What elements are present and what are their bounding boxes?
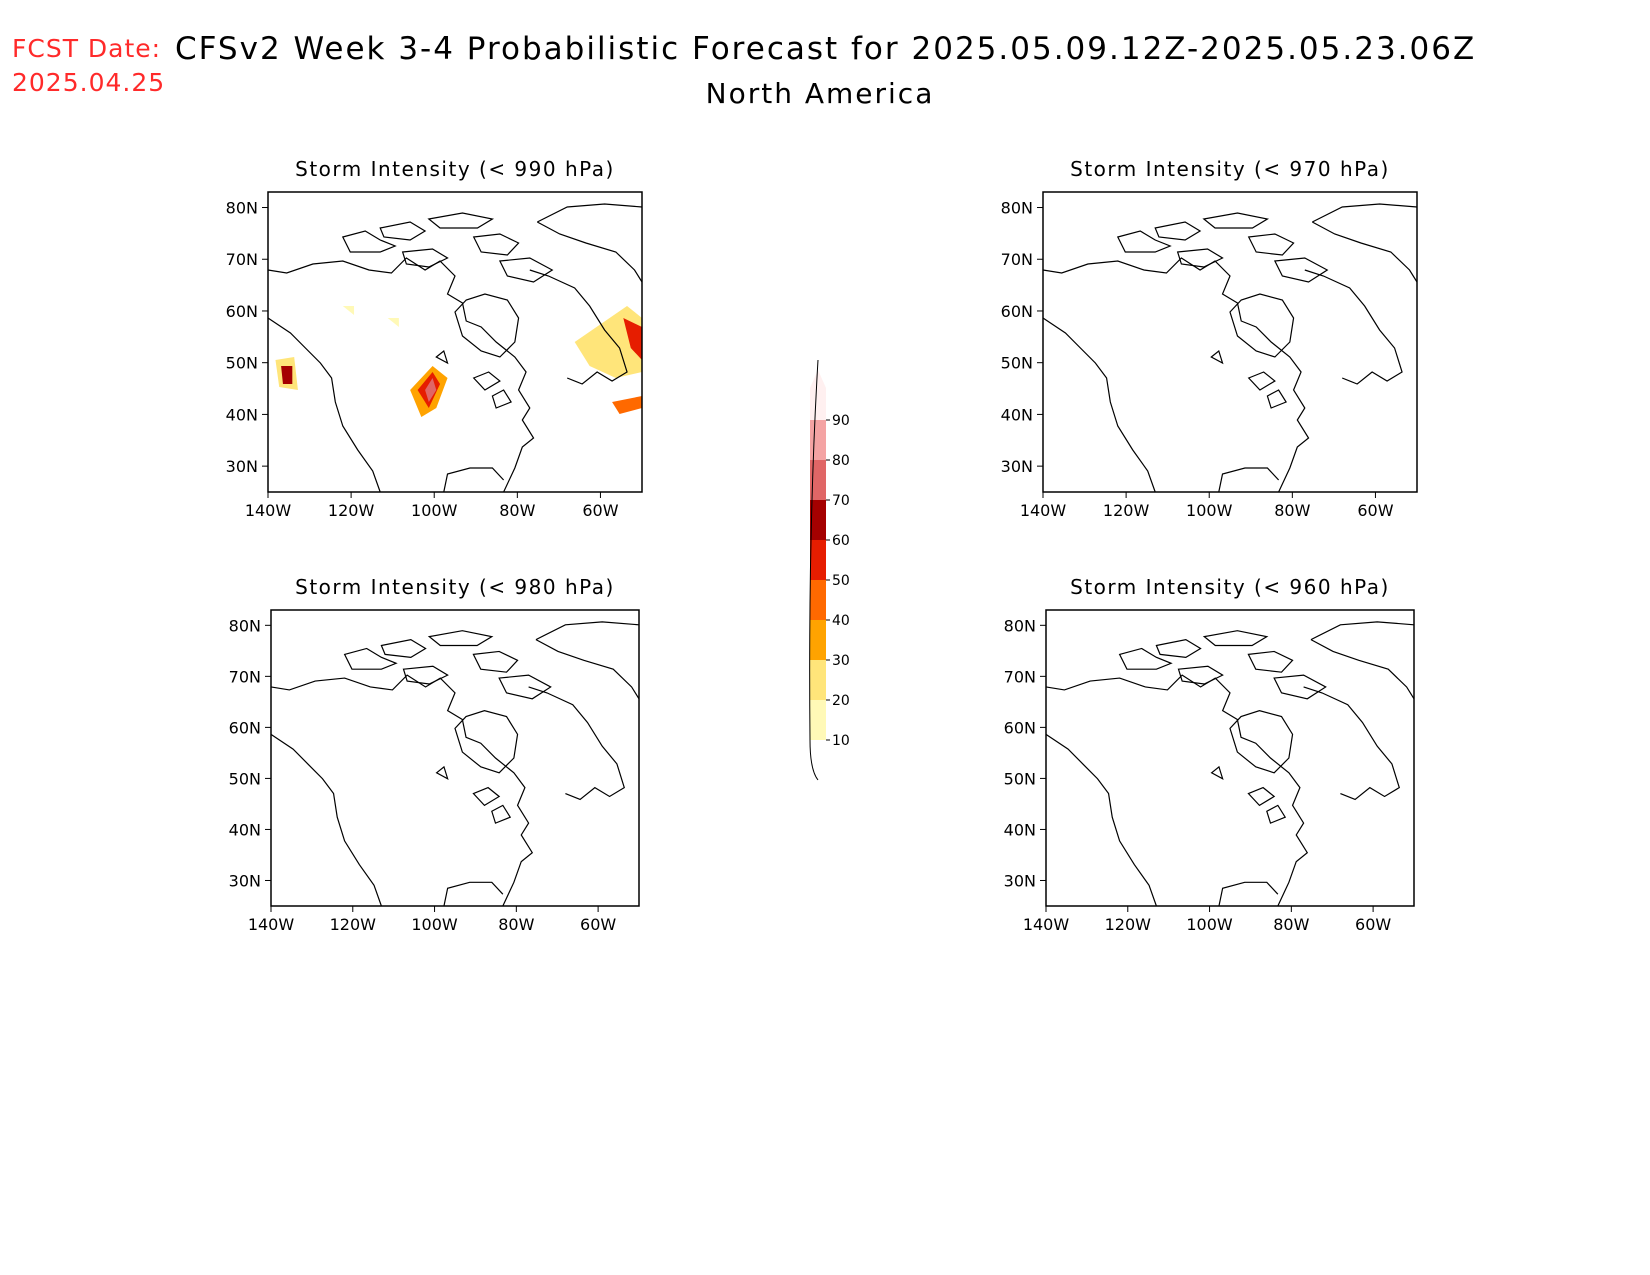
map-frame <box>270 609 640 907</box>
map-panel-970: Storm Intensity (< 970 hPa) 80N 70N 60N 50N 4… <box>995 150 1445 520</box>
lat-tick-label: 70N <box>1001 250 1033 269</box>
probability-area <box>425 378 437 402</box>
colorbar-swatch <box>810 580 826 620</box>
lat-tick-label: 30N <box>229 871 261 890</box>
lon-tick-label: 100W <box>411 915 458 934</box>
lon-tick-label: 60W <box>1355 915 1391 934</box>
lat-tick-label: 30N <box>1001 457 1033 476</box>
lon-tick-label: 80W <box>1274 501 1310 520</box>
map-panel-980: Storm Intensity (< 980 hPa) 80N 70N 60N 50N 4… <box>220 570 670 940</box>
colorbar-label: 30 <box>832 653 850 669</box>
map-panel-990: Storm Intensity (< 990 hPa) 80N 70N 60N 50N 4… <box>220 150 670 520</box>
colorbar-label: 20 <box>832 693 850 709</box>
region-title: North America <box>705 77 935 110</box>
lat-tick-label: 80N <box>229 616 261 635</box>
fcst-date-label: FCST Date: <box>12 34 162 63</box>
colorbar-label: 40 <box>832 613 850 629</box>
colorbar-swatch <box>810 620 826 660</box>
colorbar-swatch <box>810 700 826 740</box>
colorbar-label: 90 <box>832 413 850 429</box>
page-title: CFSv2 Week 3-4 Probabilistic Forecast fo… <box>175 31 1477 67</box>
panel-title: Storm Intensity (< 970 hPa) <box>1070 157 1390 181</box>
lon-tick-label: 80W <box>499 501 535 520</box>
coastline <box>1043 204 1417 492</box>
lat-tick-label: 50N <box>226 354 258 373</box>
lat-tick-label: 40N <box>1001 405 1033 424</box>
probability-area <box>281 366 293 384</box>
probability-area <box>342 306 355 315</box>
probability-area <box>387 318 399 327</box>
colorbar-swatch <box>810 540 826 580</box>
lon-tick-label: 60W <box>1357 501 1393 520</box>
lon-tick-label: 140W <box>1023 915 1070 934</box>
lat-tick-label: 60N <box>1004 718 1036 737</box>
lon-tick-label: 120W <box>1105 915 1152 934</box>
colorbar-swatch <box>810 370 826 420</box>
lon-tick-label: 120W <box>328 501 375 520</box>
lon-tick-label: 60W <box>580 915 616 934</box>
coastline <box>1046 622 1414 906</box>
lon-tick-label: 120W <box>1103 501 1150 520</box>
lon-tick-label: 100W <box>1186 501 1233 520</box>
panel-title: Storm Intensity (< 990 hPa) <box>295 157 615 181</box>
lat-tick-label: 50N <box>1004 769 1036 788</box>
lon-tick-label: 100W <box>411 501 458 520</box>
lon-tick-label: 140W <box>1020 501 1067 520</box>
coastline <box>268 204 642 492</box>
colorbar-label: 70 <box>832 493 850 509</box>
probability-area <box>623 318 642 360</box>
lat-tick-label: 70N <box>226 250 258 269</box>
fcst-date-value: 2025.04.25 <box>12 68 166 97</box>
lat-tick-label: 80N <box>1001 199 1033 218</box>
panel-title: Storm Intensity (< 980 hPa) <box>295 575 615 599</box>
lat-tick-label: 70N <box>229 667 261 686</box>
lat-tick-label: 40N <box>226 405 258 424</box>
map-frame <box>267 191 643 493</box>
lon-tick-label: 80W <box>1273 915 1309 934</box>
map-panel-960: Storm Intensity (< 960 hPa) 80N 70N 60N 50N 4… <box>995 570 1445 940</box>
map-frame <box>1045 609 1415 907</box>
lon-tick-label: 60W <box>582 501 618 520</box>
lat-tick-label: 80N <box>226 199 258 218</box>
lat-tick-label: 50N <box>1001 354 1033 373</box>
lon-tick-label: 140W <box>245 501 292 520</box>
colorbar-swatch <box>810 460 826 500</box>
lat-tick-label: 60N <box>226 302 258 321</box>
colorbar-label: 10 <box>832 733 850 749</box>
colorbar-swatch <box>810 420 826 460</box>
colorbar-swatch <box>810 660 826 700</box>
coastline <box>271 622 639 906</box>
colorbar-label: 60 <box>832 533 850 549</box>
lon-tick-label: 120W <box>330 915 377 934</box>
lon-tick-label: 140W <box>248 915 295 934</box>
lat-tick-label: 40N <box>229 820 261 839</box>
colorbar-label: 80 <box>832 453 850 469</box>
lat-tick-label: 60N <box>1001 302 1033 321</box>
lon-tick-label: 80W <box>498 915 534 934</box>
panel-title: Storm Intensity (< 960 hPa) <box>1070 575 1390 599</box>
colorbar-label: 50 <box>832 573 850 589</box>
lat-tick-label: 30N <box>1004 871 1036 890</box>
lat-tick-label: 70N <box>1004 667 1036 686</box>
probability-colorbar: 10 20 30 40 50 60 70 80 90 <box>809 359 850 781</box>
lat-tick-label: 60N <box>229 718 261 737</box>
lat-tick-label: 40N <box>1004 820 1036 839</box>
probability-area <box>612 396 642 414</box>
lat-tick-label: 80N <box>1004 616 1036 635</box>
map-frame <box>1042 191 1418 493</box>
lat-tick-label: 30N <box>226 457 258 476</box>
colorbar-swatch <box>810 500 826 540</box>
lon-tick-label: 100W <box>1186 915 1233 934</box>
lat-tick-label: 50N <box>229 769 261 788</box>
